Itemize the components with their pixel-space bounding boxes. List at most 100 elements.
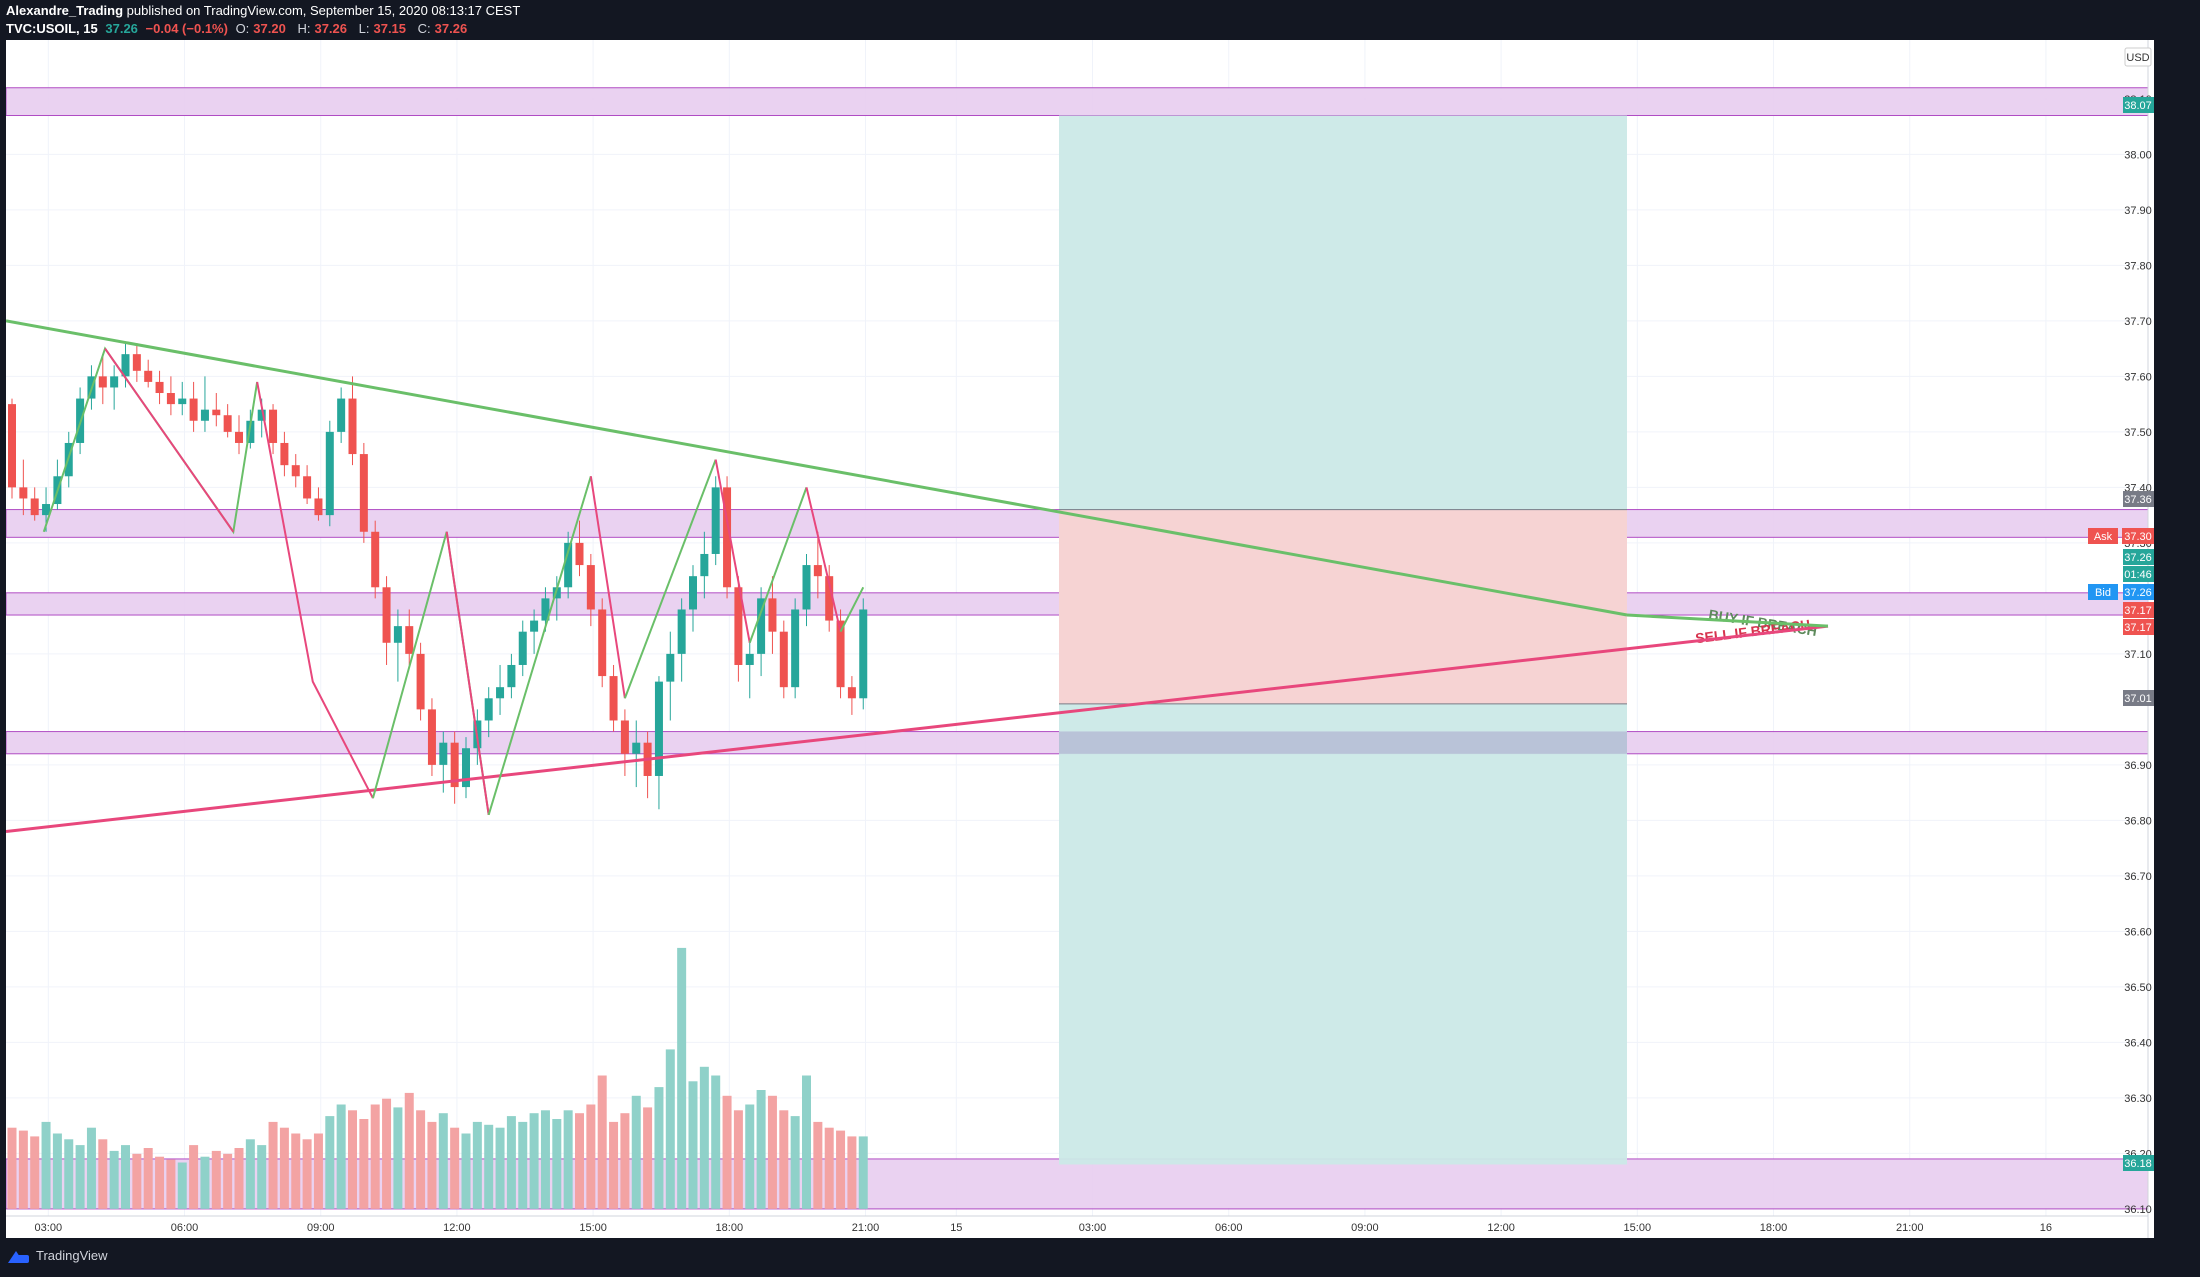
volume-bar xyxy=(98,1139,108,1209)
candle-body xyxy=(42,504,51,516)
price-tick-label: 36.40 xyxy=(2124,1037,2152,1049)
candle-body xyxy=(620,720,629,754)
time-axis[interactable]: 03:00 06:00 09:00 12:00 15:00 18:00 21:00 15 03:… xyxy=(6,1215,2148,1234)
volume-bar xyxy=(563,1110,573,1209)
candle-body xyxy=(586,565,595,610)
price-tick-label: 36.70 xyxy=(2124,871,2152,883)
price-tick-label: 36.60 xyxy=(2124,926,2152,938)
candle-body xyxy=(859,609,868,699)
candle-body xyxy=(416,653,425,710)
time-tick-label: 18:00 xyxy=(1760,1222,1788,1234)
volume-bar xyxy=(529,1113,539,1209)
volume-bar xyxy=(802,1075,811,1209)
candle-body xyxy=(813,565,822,577)
price-tick-label: 37.80 xyxy=(2124,260,2152,272)
volume-bar xyxy=(688,1081,698,1209)
svg-text:01:46: 01:46 xyxy=(2124,569,2152,581)
volume-bar xyxy=(495,1127,505,1209)
volume-bar xyxy=(313,1133,323,1209)
publisher-name[interactable]: Alexandre_Trading xyxy=(6,3,124,18)
price-tag-38-07: 38.07 xyxy=(2123,97,2154,113)
zigzag-up-4 xyxy=(623,459,717,699)
svg-text:37.30: 37.30 xyxy=(2124,531,2152,543)
volume-bar xyxy=(245,1139,255,1209)
volume-bar xyxy=(18,1130,28,1209)
candle-body xyxy=(768,598,777,632)
zigzag-down-1 xyxy=(104,348,235,533)
currency-tag[interactable]: USD xyxy=(2124,47,2152,67)
volume-bar xyxy=(733,1110,743,1209)
volume-bar xyxy=(858,1136,868,1209)
zigzag-up-6 xyxy=(839,586,865,633)
zigzag-up-3 xyxy=(487,475,592,816)
candle-body xyxy=(791,609,800,688)
volume-bar xyxy=(177,1162,187,1209)
brand-name: TradingView xyxy=(36,1248,108,1263)
volume-bar xyxy=(211,1150,221,1209)
price-axis[interactable]: 38.1038.0037.9037.8037.7037.6037.5037.40… xyxy=(2124,40,2152,1238)
volume-bar xyxy=(552,1118,562,1209)
high-label: H: xyxy=(297,21,311,36)
volume-bar xyxy=(234,1147,244,1209)
svg-text:37.17: 37.17 xyxy=(2124,605,2152,617)
candle-body xyxy=(632,742,641,754)
volume-bar xyxy=(575,1113,584,1209)
candle-body xyxy=(303,476,312,499)
volume-bar xyxy=(745,1104,755,1209)
volume-bar xyxy=(223,1153,233,1209)
candle-body xyxy=(405,626,414,654)
zigzag-up-5 xyxy=(748,487,808,644)
svg-text:37.17: 37.17 xyxy=(2124,622,2152,634)
candle-body xyxy=(575,542,584,566)
stop-zone xyxy=(1059,509,1627,704)
candle-body xyxy=(802,565,811,610)
volume-bar xyxy=(257,1145,267,1209)
zigzag-down-3 xyxy=(445,531,490,815)
volume-bar xyxy=(370,1104,380,1209)
candle-body xyxy=(666,653,675,682)
bid-tag: 37.26 Bid xyxy=(2088,584,2154,600)
volume-bar xyxy=(325,1116,335,1209)
volume-bar xyxy=(711,1075,721,1209)
candle-body xyxy=(223,415,232,432)
chart-canvas[interactable]: BUY IF BREACH SELL IF BREACH 03:00 06:00 0… xyxy=(6,40,2154,1238)
price-tick-label: 37.50 xyxy=(2124,427,2152,439)
time-tick-label: 21:00 xyxy=(1896,1222,1924,1234)
symbol-label[interactable]: TVC:USOIL, 15 xyxy=(6,21,98,36)
volume-bar xyxy=(41,1121,51,1209)
tradingview-logo[interactable]: TradingView xyxy=(8,1248,108,1263)
candle-body xyxy=(235,431,243,443)
volume-bar xyxy=(64,1139,74,1209)
candle-body xyxy=(779,631,788,688)
price-tick-label: 36.80 xyxy=(2124,815,2152,827)
last-price: 37.26 xyxy=(105,21,138,36)
time-tick-label: 16 xyxy=(2040,1222,2052,1234)
volume-bar xyxy=(699,1066,709,1209)
volume-bar xyxy=(836,1130,846,1209)
volume-bar xyxy=(393,1107,403,1209)
volume-bar xyxy=(291,1133,301,1209)
price-tick-label: 37.10 xyxy=(2124,649,2152,661)
svg-text:37.26: 37.26 xyxy=(2124,587,2152,599)
chart-area[interactable]: BUY IF BREACH SELL IF BREACH 03:00 06:00 0… xyxy=(6,40,2154,1238)
price-tick-label: 36.30 xyxy=(2124,1093,2152,1105)
candle-body xyxy=(700,553,709,577)
volume-bar xyxy=(200,1156,210,1209)
candle-body xyxy=(552,587,561,599)
volume-bar xyxy=(279,1127,289,1209)
volume-bar xyxy=(461,1133,471,1209)
volume-bar xyxy=(359,1118,369,1209)
candle-body xyxy=(734,587,743,665)
time-tick-label: 09:00 xyxy=(1351,1222,1379,1234)
volume-bar xyxy=(620,1113,630,1209)
volume-bar xyxy=(472,1121,482,1209)
time-tick-label: 15 xyxy=(950,1222,962,1234)
volume-bar xyxy=(450,1127,460,1209)
volume-bar xyxy=(540,1110,550,1209)
candle-body xyxy=(382,587,391,643)
resistance-trendline-ext xyxy=(1626,613,1829,628)
candle-body xyxy=(325,431,334,516)
candle-body xyxy=(121,354,130,377)
volume-bar xyxy=(132,1153,142,1209)
candle-body xyxy=(439,742,448,765)
